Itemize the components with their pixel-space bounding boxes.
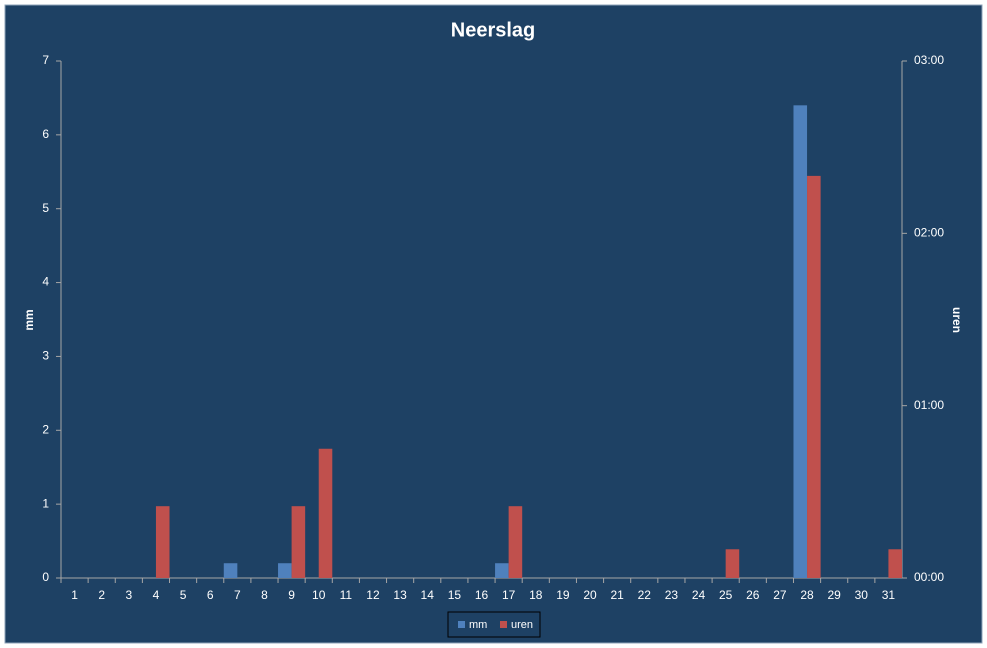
x-tick-label: 17 <box>502 588 516 602</box>
x-tick-label: 4 <box>153 588 160 602</box>
y2-tick-label: 03:00 <box>914 53 944 67</box>
y-tick-label: 5 <box>42 201 49 215</box>
y-tick-label: 1 <box>42 496 49 510</box>
x-tick-label: 21 <box>610 588 624 602</box>
x-tick-label: 27 <box>773 588 787 602</box>
bar <box>793 105 808 579</box>
y-tick-label: 6 <box>42 127 49 141</box>
legend-label: uren <box>511 619 533 631</box>
x-tick-label: 12 <box>366 588 380 602</box>
x-tick-label: 24 <box>692 588 706 602</box>
bar <box>508 506 523 578</box>
x-tick-label: 6 <box>207 588 214 602</box>
x-tick-label: 20 <box>583 588 597 602</box>
y-tick-label: 2 <box>42 422 49 436</box>
bar <box>223 563 238 578</box>
y-tick-label: 0 <box>42 570 49 584</box>
x-tick-label: 5 <box>180 588 187 602</box>
x-tick-label: 11 <box>340 588 353 602</box>
bar <box>291 506 306 578</box>
x-tick-label: 10 <box>312 588 326 602</box>
x-tick-label: 16 <box>475 588 489 602</box>
x-tick-label: 29 <box>827 588 841 602</box>
x-tick-label: 13 <box>393 588 407 602</box>
x-tick-label: 7 <box>234 588 241 602</box>
x-tick-label: 2 <box>98 588 105 602</box>
y-tick-label: 4 <box>42 275 49 289</box>
x-tick-label: 14 <box>421 588 435 602</box>
x-tick-label: 3 <box>125 588 132 602</box>
x-tick-label: 30 <box>855 588 869 602</box>
y2-tick-label: 01:00 <box>914 398 944 412</box>
bar <box>318 448 333 578</box>
x-tick-label: 1 <box>71 588 78 602</box>
x-tick-label: 26 <box>746 588 760 602</box>
x-tick-label: 9 <box>288 588 295 602</box>
bar <box>495 563 509 578</box>
x-tick-label: 22 <box>638 588 652 602</box>
x-tick-label: 28 <box>800 588 814 602</box>
y2-axis-title: uren <box>950 307 964 333</box>
x-tick-label: 25 <box>719 588 733 602</box>
chart-title: Neerslag <box>451 19 536 41</box>
x-tick-label: 8 <box>261 588 268 602</box>
x-tick-label: 15 <box>448 588 462 602</box>
y-tick-label: 7 <box>42 53 49 67</box>
legend-swatch <box>500 621 507 628</box>
x-tick-label: 19 <box>556 588 570 602</box>
y2-tick-label: 02:00 <box>914 226 944 240</box>
x-tick-label: 31 <box>882 588 896 602</box>
x-tick-label: 18 <box>529 588 543 602</box>
x-tick-label: 23 <box>665 588 679 602</box>
legend-swatch <box>458 621 465 628</box>
y2-tick-label: 00:00 <box>914 570 944 584</box>
bar <box>725 549 740 578</box>
y-axis-title: mm <box>22 309 36 330</box>
bar <box>807 175 821 578</box>
y-tick-label: 3 <box>42 349 49 363</box>
legend-label: mm <box>469 619 487 631</box>
bar <box>888 549 902 578</box>
chart-background <box>4 4 983 644</box>
bar <box>155 506 170 578</box>
bar <box>278 563 292 578</box>
